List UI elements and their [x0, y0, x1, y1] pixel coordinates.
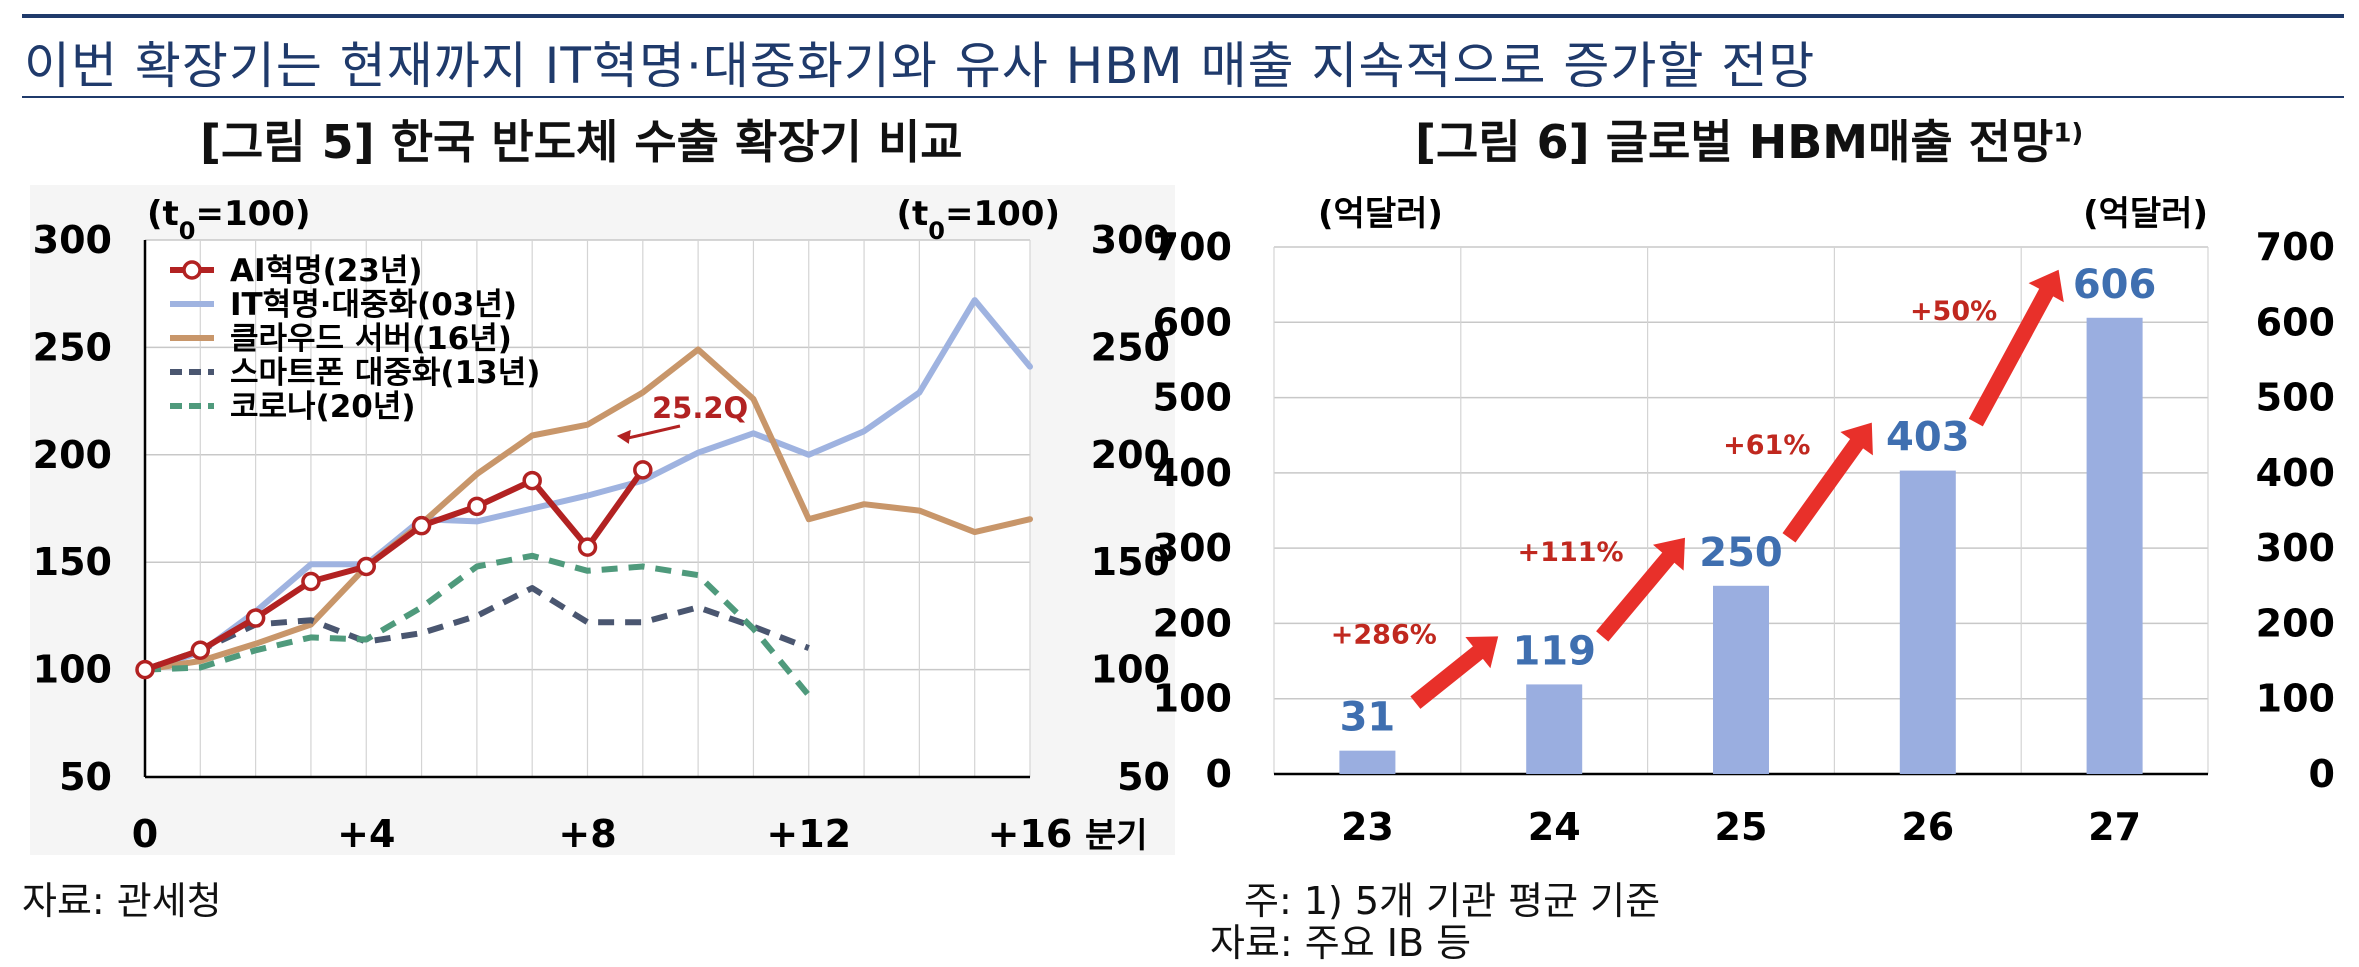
chart6-ytick-right: 300 — [2256, 526, 2335, 570]
chart6-ytick-left: 200 — [1153, 601, 1232, 645]
chart6-growth-label: +61% — [1723, 430, 1810, 461]
chart6-ytick-right: 700 — [2256, 225, 2335, 269]
chart6-ytick-right: 0 — [2309, 752, 2335, 796]
chart5-series-line-2 — [142, 346, 1033, 673]
chart5-ytick-left: 100 — [33, 648, 112, 692]
chart6-title: [그림 6] 글로벌 HBM매출 전망1) — [1415, 106, 2083, 172]
chart6-growth-arrow — [1782, 422, 1873, 543]
chart5-point-marker — [356, 556, 376, 577]
chart6-ytick-left: 100 — [1153, 677, 1232, 721]
chart6-growth-arrow — [1968, 269, 2064, 427]
chart5-annotation-arrow — [628, 424, 681, 440]
chart6-bar-chart: 0 0 100 100 200 200 300 300 400 400 500 500 600 600 70… — [1153, 194, 2335, 849]
chart5-legend-label: 클라우드 서버(16년) — [230, 321, 512, 357]
chart5-annotation-label: 25.2Q — [652, 391, 748, 425]
chart6-ytick-right: 200 — [2256, 601, 2335, 645]
chart5-unit-right: (t0=100) — [897, 194, 1061, 245]
chart5-point-marker — [245, 608, 266, 628]
chart5-line-chart: 50 50 100 100 150 150 200 200 250 250 300 300 0 +4 +8 +… — [30, 185, 1175, 856]
chart6-bar — [1713, 585, 1769, 774]
chart6-growth-arrow — [1596, 537, 1685, 642]
chart6-unit-left: (억달러) — [1318, 194, 1443, 234]
chart5-unit-left: (t0=100) — [147, 194, 311, 245]
chart5-ytick-right: 250 — [1091, 325, 1170, 369]
chart6-growth-label: +286% — [1331, 620, 1437, 651]
chart6-ytick-right: 600 — [2256, 300, 2335, 344]
chart5-point-marker — [135, 659, 155, 680]
chart5-point-marker — [522, 470, 542, 491]
chart6-ytick-left: 0 — [1206, 752, 1232, 796]
left-source-note: 자료: 관세청 — [22, 879, 222, 923]
chart6-unit-right: (억달러) — [2083, 194, 2208, 234]
chart6-ytick-left: 600 — [1153, 300, 1232, 344]
chart6-growth-arrow — [1410, 636, 1499, 709]
chart6-ytick-right: 100 — [2256, 677, 2335, 721]
chart5-ytick-left: 250 — [33, 325, 112, 369]
chart5-point-marker — [633, 460, 653, 480]
top-rule — [22, 14, 2344, 18]
chart6-xtick: 26 — [1901, 805, 1954, 849]
chart5-ytick-left: 300 — [33, 218, 112, 262]
chart5-ytick-right: 50 — [1117, 755, 1170, 799]
chart6-title-sup: 1) — [2053, 118, 2084, 149]
chart5-point-marker — [301, 571, 321, 592]
chart5-ytick-left: 200 — [33, 433, 112, 477]
chart5-legend-label: 코로나(20년) — [230, 389, 416, 425]
chart5-x-axis-label: 분기 — [1085, 816, 1148, 856]
chart5-annotation-arrowhead — [616, 429, 631, 444]
chart5-legend-label: IT혁명·대중화(03년) — [230, 287, 517, 323]
chart5-legend-label: AI혁명(23년) — [230, 253, 423, 289]
right-footnote: 주: 1) 5개 기관 평균 기준 — [1244, 879, 1661, 923]
chart6-xtick: 23 — [1341, 805, 1394, 849]
chart5-ytick-right: 100 — [1091, 648, 1170, 692]
chart6-ytick-left: 300 — [1153, 526, 1232, 570]
chart5-xtick: +12 — [766, 812, 851, 856]
chart6-bar-value-label: 31 — [1340, 695, 1396, 741]
chart5-ytick-right: 200 — [1091, 433, 1170, 477]
chart6-growth-label: +111% — [1518, 537, 1624, 568]
chart6-bar — [2086, 317, 2143, 774]
right-source-note: 자료: 주요 IB 등 — [1210, 921, 1472, 965]
page-headline: 이번 확장기는 현재까지 IT혁명·대중화기와 유사 HBM 매출 지속적으로 … — [24, 37, 1816, 95]
chart5-xtick: 0 — [132, 812, 158, 856]
chart5-legend-label: 스마트폰 대중화(13년) — [230, 355, 540, 391]
chart5-point-marker — [190, 640, 211, 661]
chart6-ytick-right: 400 — [2256, 451, 2335, 495]
chart5-point-marker — [467, 496, 487, 517]
chart6-ytick-left: 700 — [1153, 225, 1232, 269]
chart5-ytick-right: 300 — [1091, 218, 1170, 262]
chart6-bar — [1339, 750, 1396, 774]
chart5-point-marker — [411, 515, 432, 536]
chart5-series-line-1 — [142, 297, 1033, 673]
chart5-xtick: +8 — [558, 812, 616, 856]
chart6-title-text: [그림 6] 글로벌 HBM매출 전망 — [1415, 115, 2054, 169]
chart6-xtick: 24 — [1528, 805, 1581, 849]
chart6-bar-value-label: 606 — [2073, 262, 2157, 308]
chart6-ytick-left: 500 — [1153, 376, 1232, 420]
chart5-xtick: +4 — [337, 812, 395, 856]
chart6-bar — [1899, 470, 1956, 774]
chart6-growth-label: +50% — [1910, 296, 1997, 327]
chart5-series-line-4 — [144, 552, 812, 698]
chart6-bar-value-label: 119 — [1512, 628, 1596, 674]
chart5-xtick: +16 — [988, 812, 1073, 856]
chart5-ytick-right: 150 — [1091, 540, 1170, 584]
chart5-point-marker — [577, 537, 598, 557]
headline-rule — [22, 96, 2344, 98]
chart6-xtick: 25 — [1715, 805, 1768, 849]
chart5-title: [그림 5] 한국 반도체 수출 확장기 비교 — [200, 115, 963, 169]
chart6-bar-value-label: 403 — [1886, 415, 1970, 461]
chart5-ytick-left: 150 — [33, 540, 112, 584]
chart6-xtick: 27 — [2088, 805, 2141, 849]
chart5-series-line-0 — [142, 466, 646, 673]
chart5-ytick-left: 50 — [59, 755, 112, 799]
chart5-legend-marker — [182, 260, 202, 280]
chart6-ytick-right: 500 — [2256, 376, 2335, 420]
chart6-bar-value-label: 250 — [1699, 530, 1783, 576]
chart6-bar — [1526, 684, 1583, 774]
chart6-ytick-left: 400 — [1153, 451, 1232, 495]
